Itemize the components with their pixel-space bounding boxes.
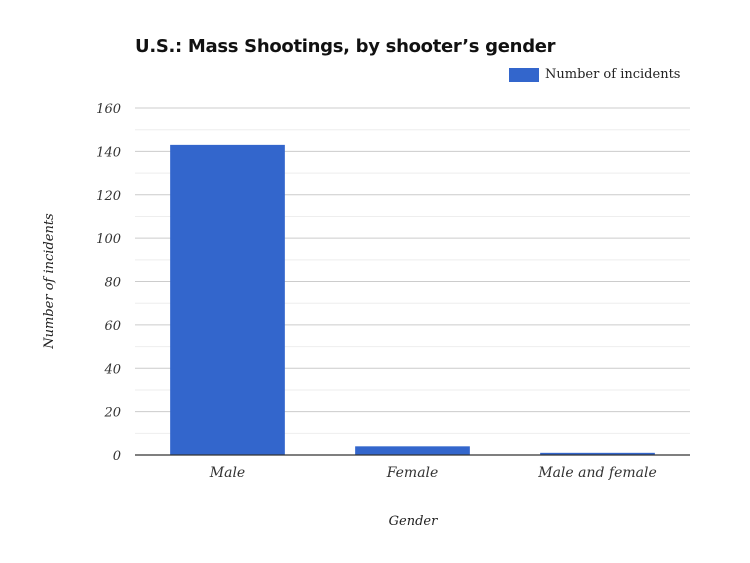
y-tick-label: 160	[96, 102, 121, 117]
y-tick-label: 140	[96, 145, 121, 160]
bar-male	[170, 144, 285, 455]
y-tick-label: 0	[113, 449, 121, 464]
y-axis-label: Number of incidents	[42, 213, 57, 350]
y-tick-label: 60	[104, 319, 121, 334]
legend-label: Number of incidents	[545, 67, 681, 82]
chart-title: U.S.: Mass Shootings, by shooter’s gende…	[135, 36, 556, 57]
x-tick-label: Male	[209, 465, 245, 481]
legend: Number of incidents	[509, 67, 680, 82]
y-tick-label: 80	[104, 276, 121, 291]
x-tick-label: Female	[386, 465, 439, 481]
y-tick-label: 20	[103, 406, 121, 421]
x-axis-label: Gender	[389, 514, 438, 529]
y-tick-label: 40	[103, 362, 121, 377]
y-tick-label: 120	[96, 189, 121, 204]
bar-male-and-female	[540, 452, 655, 455]
y-tick-label: 100	[96, 232, 121, 247]
x-tick-label: Male and female	[537, 465, 657, 481]
bar-female	[355, 446, 470, 455]
legend-swatch	[509, 67, 539, 82]
